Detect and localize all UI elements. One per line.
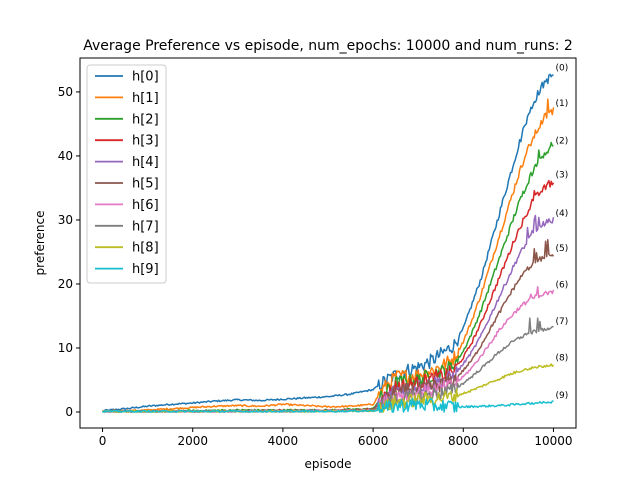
y-tick-label-3: 30 bbox=[58, 213, 73, 227]
legend-label-9: h[9] bbox=[132, 262, 159, 277]
legend-label-8: h[8] bbox=[132, 241, 159, 256]
y-tick-label-0: 0 bbox=[65, 405, 73, 419]
series-end-label-4: (4) bbox=[555, 209, 568, 219]
x-axis: 0 2000 4000 6000 8000 10000 bbox=[99, 428, 573, 448]
series-end-label-6: (6) bbox=[555, 281, 568, 291]
legend-label-3: h[3] bbox=[132, 134, 159, 149]
series-end-label-3: (3) bbox=[555, 171, 568, 181]
legend-label-2: h[2] bbox=[132, 112, 159, 127]
series-end-label-9: (9) bbox=[555, 391, 568, 401]
chart-title: Average Preference vs episode, num_epoch… bbox=[83, 38, 573, 54]
legend-label-0: h[0] bbox=[132, 70, 159, 85]
y-axis-label: preference bbox=[33, 211, 47, 276]
x-tick-label-3: 6000 bbox=[358, 434, 389, 448]
legend-label-1: h[1] bbox=[132, 91, 159, 106]
series-end-label-2: (2) bbox=[555, 137, 568, 147]
x-axis-label: episode bbox=[305, 457, 352, 471]
series-end-label-8: (8) bbox=[555, 354, 568, 364]
series-layer bbox=[101, 73, 555, 413]
y-tick-label-2: 20 bbox=[58, 277, 73, 291]
x-tick-label-0: 0 bbox=[99, 434, 107, 448]
series-line-0 bbox=[102, 73, 554, 412]
x-tick-label-4: 8000 bbox=[448, 434, 479, 448]
series-end-label-5: (5) bbox=[555, 244, 568, 254]
legend-label-7: h[7] bbox=[132, 219, 159, 234]
series-line-9 bbox=[102, 397, 554, 413]
end-labels: (0) (1) (2) (3) (4) (5) (6) (7) (8) (9) bbox=[555, 64, 568, 401]
y-tick-label-1: 10 bbox=[58, 341, 73, 355]
legend-label-6: h[6] bbox=[132, 198, 159, 213]
series-line-6 bbox=[102, 285, 555, 413]
x-tick-label-2: 4000 bbox=[268, 434, 299, 448]
x-tick-label-5: 10000 bbox=[534, 434, 572, 448]
legend: h[0] h[1] h[2] h[3] h[4] h[5] h[6] h[7] h[8] h[9] bbox=[86, 64, 167, 284]
y-tick-label-5: 50 bbox=[58, 85, 73, 99]
y-tick-label-4: 40 bbox=[58, 149, 73, 163]
x-tick-label-1: 2000 bbox=[177, 434, 208, 448]
series-line-4 bbox=[102, 214, 555, 413]
series-line-1 bbox=[102, 98, 555, 413]
legend-label-5: h[5] bbox=[132, 177, 159, 192]
series-end-label-7: (7) bbox=[555, 317, 568, 327]
legend-label-4: h[4] bbox=[132, 155, 159, 170]
series-end-label-0: (0) bbox=[555, 64, 568, 74]
y-axis: 0 10 20 30 40 50 bbox=[58, 85, 80, 419]
series-line-7 bbox=[102, 317, 554, 413]
plot-frame bbox=[79, 57, 577, 429]
series-end-label-1: (1) bbox=[555, 99, 568, 109]
